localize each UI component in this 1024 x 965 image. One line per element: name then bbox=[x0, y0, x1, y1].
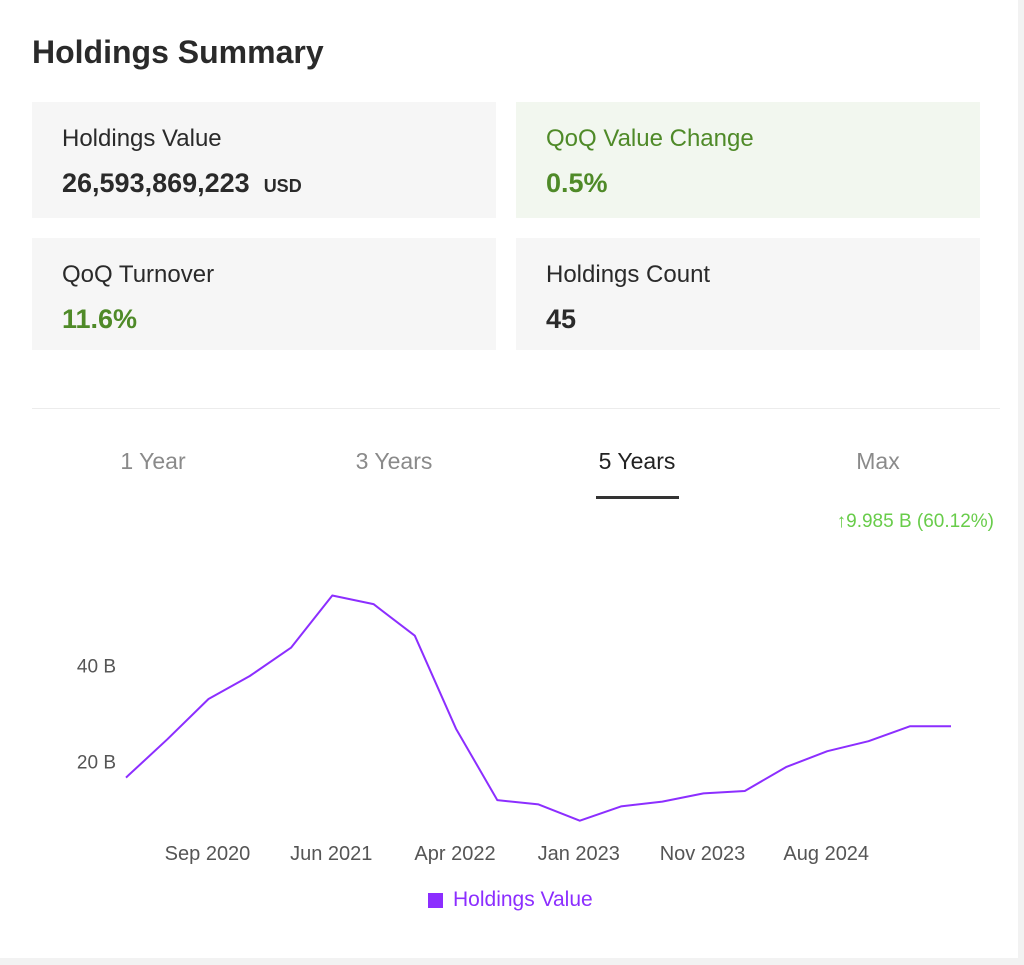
data-point[interactable] bbox=[821, 745, 833, 757]
tab-1-year[interactable]: 1 Year bbox=[120, 448, 186, 474]
data-point[interactable] bbox=[574, 815, 586, 827]
holdings-value-card: Holdings Value 26,593,869,223 USD bbox=[32, 102, 496, 218]
active-tab-indicator bbox=[596, 496, 679, 499]
data-point[interactable] bbox=[368, 598, 380, 610]
data-point[interactable] bbox=[863, 735, 875, 747]
arrow-up-icon: ↑ bbox=[836, 511, 847, 532]
period-change: ↑9.985 B (60.12%) bbox=[837, 511, 994, 533]
page-title: Holdings Summary bbox=[32, 34, 324, 70]
legend-swatch bbox=[428, 892, 443, 908]
qoq-turnover-value: 11.6% bbox=[62, 304, 138, 334]
tab-5-years[interactable]: 5 Years bbox=[598, 448, 676, 474]
data-point[interactable] bbox=[450, 723, 462, 735]
data-point[interactable] bbox=[491, 794, 503, 806]
data-point[interactable] bbox=[326, 589, 338, 601]
x-tick-label: Aug 2024 bbox=[783, 843, 869, 865]
qoq-value-change-value: 0.5% bbox=[546, 168, 608, 198]
data-point[interactable] bbox=[120, 772, 132, 784]
x-tick-label: Apr 2022 bbox=[414, 843, 495, 865]
data-point[interactable] bbox=[203, 693, 215, 705]
x-tick-label: Nov 2023 bbox=[660, 843, 746, 865]
x-tick-label: Jun 2021 bbox=[290, 843, 372, 865]
section-divider bbox=[32, 408, 1000, 409]
period-change-text: 9.985 B (60.12%) bbox=[846, 511, 994, 532]
holdings-chart: 20 B 40 B Sep 2020 Jun 2021 Apr 2022 Jan 202… bbox=[77, 589, 957, 865]
qoq-value-change-card: QoQ Value Change 0.5% bbox=[516, 102, 980, 218]
holdings-count-label: Holdings Count bbox=[546, 261, 711, 288]
data-point[interactable] bbox=[780, 761, 792, 773]
legend-label: Holdings Value bbox=[453, 888, 593, 911]
x-axis: Sep 2020 Jun 2021 Apr 2022 Jan 2023 Nov 2023… bbox=[165, 843, 869, 865]
x-tick-label: Sep 2020 bbox=[165, 843, 251, 865]
holdings-count-value: 45 bbox=[546, 304, 577, 334]
holdings-value-unit: USD bbox=[263, 176, 302, 196]
data-point[interactable] bbox=[945, 720, 957, 732]
y-tick-label: 20 B bbox=[77, 752, 116, 773]
data-point[interactable] bbox=[161, 733, 173, 745]
y-tick-label: 40 B bbox=[77, 656, 116, 677]
series-line-holdings-value[interactable] bbox=[125, 594, 951, 822]
holdings-value-number: 26,593,869,223 bbox=[62, 168, 250, 198]
series-group bbox=[120, 589, 957, 827]
holdings-value-amount: 26,593,869,223 USD bbox=[62, 166, 466, 203]
data-point[interactable] bbox=[615, 800, 627, 812]
data-point[interactable] bbox=[656, 796, 668, 808]
y-axis: 20 B 40 B bbox=[77, 656, 116, 773]
qoq-value-change-label: QoQ Value Change bbox=[546, 125, 754, 152]
data-point[interactable] bbox=[739, 785, 751, 797]
data-point[interactable] bbox=[698, 787, 710, 799]
data-point[interactable] bbox=[904, 720, 916, 732]
qoq-turnover-label: QoQ Turnover bbox=[62, 261, 215, 288]
holdings-count-card: Holdings Count 45 bbox=[516, 238, 980, 350]
legend-holdings-value[interactable]: Holdings Value bbox=[428, 888, 593, 912]
holdings-value-label: Holdings Value bbox=[62, 125, 222, 152]
data-point[interactable] bbox=[409, 630, 421, 642]
data-point[interactable] bbox=[244, 670, 256, 682]
data-point[interactable] bbox=[533, 798, 545, 810]
tab-max[interactable]: Max bbox=[856, 448, 900, 474]
x-tick-label: Jan 2023 bbox=[538, 843, 620, 865]
tab-3-years[interactable]: 3 Years bbox=[355, 448, 433, 474]
qoq-turnover-card: QoQ Turnover 11.6% bbox=[32, 238, 496, 350]
data-point[interactable] bbox=[285, 642, 297, 654]
